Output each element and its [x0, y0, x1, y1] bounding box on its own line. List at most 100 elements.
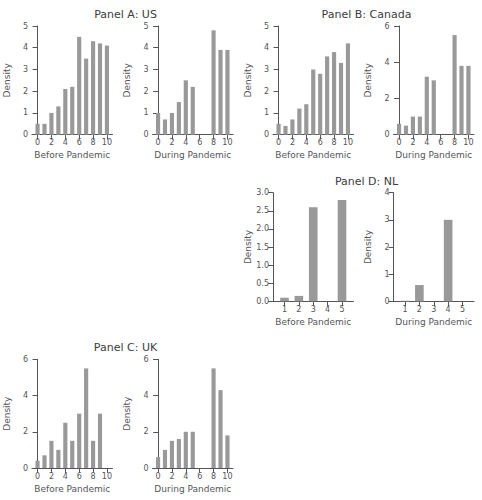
svg-text:4: 4	[304, 138, 309, 147]
svg-text:6: 6	[23, 355, 28, 364]
svg-text:4: 4	[143, 391, 148, 400]
svg-text:3: 3	[384, 215, 389, 224]
svg-text:3: 3	[311, 305, 316, 314]
svg-text:0: 0	[143, 130, 148, 139]
svg-text:10: 10	[463, 138, 473, 147]
svg-text:2: 2	[290, 138, 295, 147]
svg-text:4: 4	[325, 305, 330, 314]
svg-text:1: 1	[282, 305, 287, 314]
svg-text:10: 10	[102, 472, 112, 481]
svg-text:2: 2	[410, 138, 415, 147]
svg-text:4: 4	[446, 305, 451, 314]
svg-text:Panel A: US: Panel A: US	[94, 8, 157, 21]
svg-text:0: 0	[397, 138, 402, 147]
svg-text:During Pandemic: During Pandemic	[154, 484, 231, 494]
svg-text:Density: Density	[363, 229, 373, 264]
svg-text:Before Pandemic: Before Pandemic	[34, 484, 110, 494]
svg-text:4: 4	[143, 43, 148, 52]
svg-text:6: 6	[384, 22, 389, 31]
svg-text:8: 8	[452, 138, 457, 147]
svg-text:During Pandemic: During Pandemic	[395, 317, 472, 327]
svg-text:Density: Density	[122, 63, 132, 98]
svg-text:Density: Density	[2, 63, 12, 98]
svg-text:6: 6	[77, 472, 82, 481]
svg-text:2.5: 2.5	[256, 206, 269, 215]
svg-text:0: 0	[156, 472, 161, 481]
svg-text:Density: Density	[243, 229, 253, 264]
svg-text:10: 10	[222, 138, 232, 147]
svg-text:3: 3	[143, 65, 148, 74]
svg-text:6: 6	[438, 138, 443, 147]
svg-text:3.0: 3.0	[256, 188, 269, 197]
svg-text:0: 0	[23, 464, 28, 473]
svg-text:Density: Density	[122, 396, 132, 431]
svg-text:10: 10	[222, 472, 232, 481]
svg-text:4: 4	[264, 43, 269, 52]
svg-text:4: 4	[384, 188, 389, 197]
svg-text:2: 2	[384, 94, 389, 103]
svg-text:Before Pandemic: Before Pandemic	[34, 150, 110, 160]
svg-text:2: 2	[143, 427, 148, 436]
svg-text:6: 6	[197, 138, 202, 147]
svg-text:1: 1	[402, 305, 407, 314]
svg-text:4: 4	[183, 472, 188, 481]
svg-text:4: 4	[23, 43, 28, 52]
svg-text:0: 0	[35, 472, 40, 481]
svg-text:Panel D: NL: Panel D: NL	[335, 175, 399, 188]
svg-text:Panel B: Canada: Panel B: Canada	[322, 8, 412, 21]
svg-text:6: 6	[77, 138, 82, 147]
svg-text:Before Pandemic: Before Pandemic	[275, 317, 351, 327]
svg-text:2: 2	[169, 472, 174, 481]
svg-text:3: 3	[431, 305, 436, 314]
svg-text:2: 2	[169, 138, 174, 147]
svg-text:0: 0	[143, 464, 148, 473]
svg-text:Density: Density	[2, 396, 12, 431]
svg-text:Density: Density	[243, 63, 253, 98]
svg-text:2.0: 2.0	[256, 224, 269, 233]
svg-text:2: 2	[296, 305, 301, 314]
svg-text:1: 1	[143, 108, 148, 117]
svg-text:6: 6	[318, 138, 323, 147]
svg-text:5: 5	[339, 305, 344, 314]
svg-text:1: 1	[384, 270, 389, 279]
svg-text:4: 4	[23, 391, 28, 400]
svg-text:3: 3	[264, 65, 269, 74]
svg-text:2: 2	[49, 472, 54, 481]
svg-text:1: 1	[264, 108, 269, 117]
svg-text:Density: Density	[363, 63, 373, 98]
svg-text:8: 8	[91, 472, 96, 481]
svg-text:4: 4	[424, 138, 429, 147]
svg-text:6: 6	[197, 472, 202, 481]
svg-text:2: 2	[23, 87, 28, 96]
svg-text:2: 2	[384, 243, 389, 252]
svg-text:2: 2	[143, 87, 148, 96]
svg-text:0: 0	[384, 297, 389, 306]
svg-text:0.0: 0.0	[256, 297, 269, 306]
svg-text:4: 4	[384, 58, 389, 67]
svg-text:3: 3	[23, 65, 28, 74]
svg-text:0: 0	[35, 138, 40, 147]
svg-text:During Pandemic: During Pandemic	[395, 150, 472, 160]
svg-text:4: 4	[63, 138, 68, 147]
svg-text:6: 6	[143, 355, 148, 364]
svg-text:5: 5	[23, 22, 28, 31]
svg-text:5: 5	[264, 22, 269, 31]
svg-text:4: 4	[183, 138, 188, 147]
svg-text:0: 0	[384, 130, 389, 139]
svg-text:Before Pandemic: Before Pandemic	[275, 150, 351, 160]
svg-text:10: 10	[102, 138, 112, 147]
svg-text:8: 8	[332, 138, 337, 147]
svg-text:1: 1	[23, 108, 28, 117]
svg-text:0: 0	[264, 130, 269, 139]
svg-text:5: 5	[143, 22, 148, 31]
svg-text:5: 5	[460, 305, 465, 314]
svg-text:8: 8	[211, 472, 216, 481]
svg-text:2: 2	[49, 138, 54, 147]
svg-text:0: 0	[156, 138, 161, 147]
svg-text:2: 2	[23, 427, 28, 436]
svg-text:0: 0	[23, 130, 28, 139]
svg-text:10: 10	[343, 138, 353, 147]
svg-text:2: 2	[264, 87, 269, 96]
svg-text:2: 2	[417, 305, 422, 314]
svg-text:During Pandemic: During Pandemic	[154, 150, 231, 160]
